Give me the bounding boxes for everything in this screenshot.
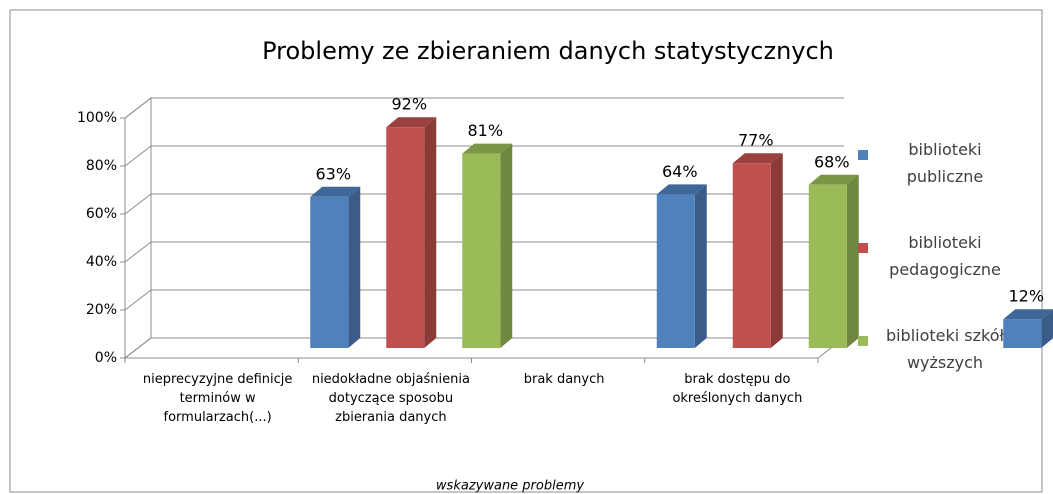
- grid-line: [124, 145, 844, 167]
- bar-top: [1003, 309, 1053, 320]
- bar: [1003, 319, 1042, 348]
- y-tick-label: 100%: [77, 110, 117, 126]
- bar-top: [808, 174, 859, 185]
- data-label: 12%: [1008, 287, 1044, 306]
- bar-top: [310, 186, 361, 197]
- legend-label-box: biblioteki pedagogiczne: [889, 233, 1001, 279]
- bar-side: [694, 184, 707, 348]
- grid-line: [124, 337, 844, 359]
- legend-swatch: [858, 243, 868, 253]
- grid-line: [124, 97, 844, 119]
- x-axis-label: wskazywane problemy: [436, 479, 584, 494]
- bar-side: [770, 153, 783, 348]
- grid-line: [124, 289, 844, 311]
- bar-top: [732, 153, 783, 164]
- y-tick-label: 80%: [86, 158, 117, 174]
- data-label: 68%: [814, 152, 850, 171]
- legend-swatch: [858, 150, 868, 160]
- bar: [310, 196, 349, 348]
- back-wall: [124, 96, 152, 360]
- data-label: 77%: [738, 131, 774, 150]
- legend-label-box: biblioteki publiczne: [906, 140, 984, 186]
- grid-line: [124, 193, 844, 215]
- bar: [656, 194, 695, 348]
- y-tick-label: 20%: [86, 302, 117, 318]
- bar-top: [656, 184, 707, 195]
- legend-swatch: [858, 336, 868, 346]
- bar-top: [386, 117, 437, 128]
- bar: [732, 163, 771, 348]
- bar-side: [424, 117, 437, 348]
- x-tick-label-box: nieprecyzyjne definicje terminów w formu…: [142, 372, 293, 425]
- legend-label: biblioteki szkół wyższych: [885, 326, 1005, 372]
- data-label: 81%: [467, 121, 503, 140]
- data-label: 92%: [391, 95, 427, 114]
- data-label: 63%: [315, 164, 351, 183]
- x-tick-label: brak dostępu do określonych danych: [672, 372, 803, 406]
- x-tick-label-box: niedokładne objaśnienia dotyczące sposob…: [311, 372, 470, 425]
- bar-side: [500, 143, 513, 348]
- x-tick-label: niedokładne objaśnienia dotyczące sposob…: [311, 372, 470, 425]
- legend-label: biblioteki publiczne: [906, 140, 984, 186]
- chart-title: Problemy ze zbieraniem danych statystycz…: [262, 37, 834, 65]
- y-tick-label: 0%: [95, 350, 117, 366]
- x-tick-label-box: brak danych: [523, 372, 605, 387]
- x-tick-label: nieprecyzyjne definicje terminów w formu…: [142, 372, 293, 425]
- x-tick-label-box: brak dostępu do określonych danych: [672, 372, 803, 406]
- y-tick-label: 60%: [86, 206, 117, 222]
- grid-line: [124, 241, 844, 263]
- bar-side: [348, 186, 361, 348]
- y-tick-label: 40%: [86, 254, 117, 270]
- bar-side: [1041, 309, 1053, 348]
- bar-top: [462, 143, 513, 154]
- legend-label: biblioteki pedagogiczne: [889, 233, 1001, 279]
- data-label: 64%: [662, 162, 698, 181]
- bar: [808, 184, 847, 348]
- bar: [386, 127, 425, 348]
- bar: [462, 153, 501, 348]
- legend-label-box: biblioteki szkół wyższych: [885, 326, 1005, 372]
- bar-side: [846, 174, 859, 348]
- x-tick-label: brak danych: [523, 372, 605, 387]
- chart-frame: [9, 9, 1043, 493]
